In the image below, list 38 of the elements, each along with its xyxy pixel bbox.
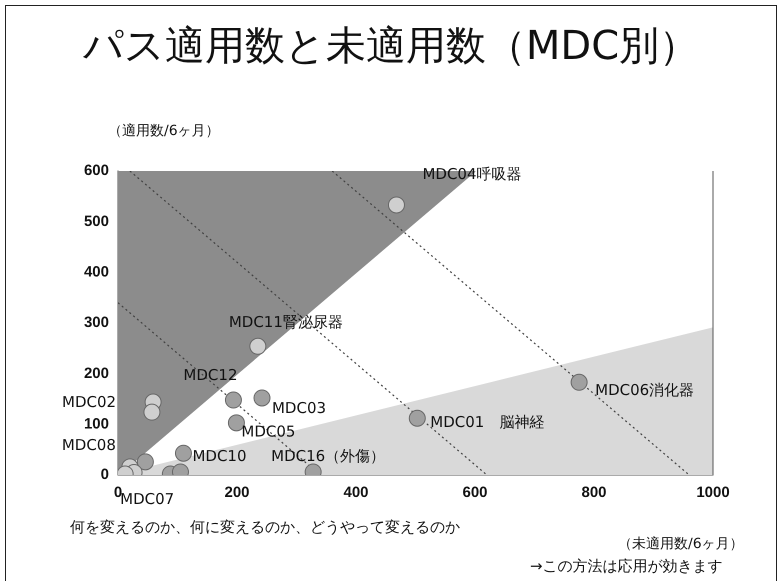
annotation: MDC10 <box>192 447 247 466</box>
annotation: MDC07 <box>120 490 174 508</box>
x-axis-title: （未適用数/6ヶ月） <box>618 535 744 553</box>
x-tick-label: 1000 <box>696 484 730 502</box>
x-tick-label: 800 <box>581 484 607 502</box>
y-tick-label: 500 <box>84 212 109 230</box>
annotation: MDC03 <box>272 398 326 417</box>
annotation: MDC11腎泌尿器 <box>228 313 343 332</box>
y-tick-label: 300 <box>84 314 109 332</box>
annotation: MDC06消化器 <box>595 381 694 400</box>
x-tick-label: 600 <box>462 484 488 502</box>
chart-title: パス適用数と未適用数（MDC別） <box>82 22 700 71</box>
annotation: MDC05 <box>241 422 296 441</box>
x-tick-label: 0 <box>114 484 122 502</box>
text: →この方法は応用が効きます <box>530 557 723 576</box>
point <box>253 389 270 406</box>
point <box>143 404 160 421</box>
point <box>570 374 588 391</box>
annotation: MDC12 <box>183 366 238 384</box>
point <box>408 410 426 427</box>
annotation: MDC16（外傷） <box>271 446 386 465</box>
x-tick-label: 400 <box>343 484 369 502</box>
y-axis-title: （適用数/6ヶ月） <box>108 122 220 140</box>
y-tick-label: 200 <box>84 364 109 382</box>
point <box>136 453 154 470</box>
point <box>174 444 192 462</box>
point <box>224 392 242 409</box>
point <box>249 338 266 355</box>
y-tick-label: 600 <box>84 162 109 180</box>
annotation: MDC08 <box>62 436 116 454</box>
text: 何を変えるのか、何に変えるのか、どうやって変えるのか <box>70 518 460 537</box>
y-tick-label: 400 <box>84 263 109 280</box>
x-tick-label: 200 <box>224 484 250 502</box>
y-tick-label: 0 <box>100 466 109 484</box>
annotation: MDC02 <box>62 392 116 411</box>
y-tick-label: 100 <box>84 415 109 432</box>
point <box>388 196 405 214</box>
annotation: MDC01 脳神経 <box>430 413 544 432</box>
